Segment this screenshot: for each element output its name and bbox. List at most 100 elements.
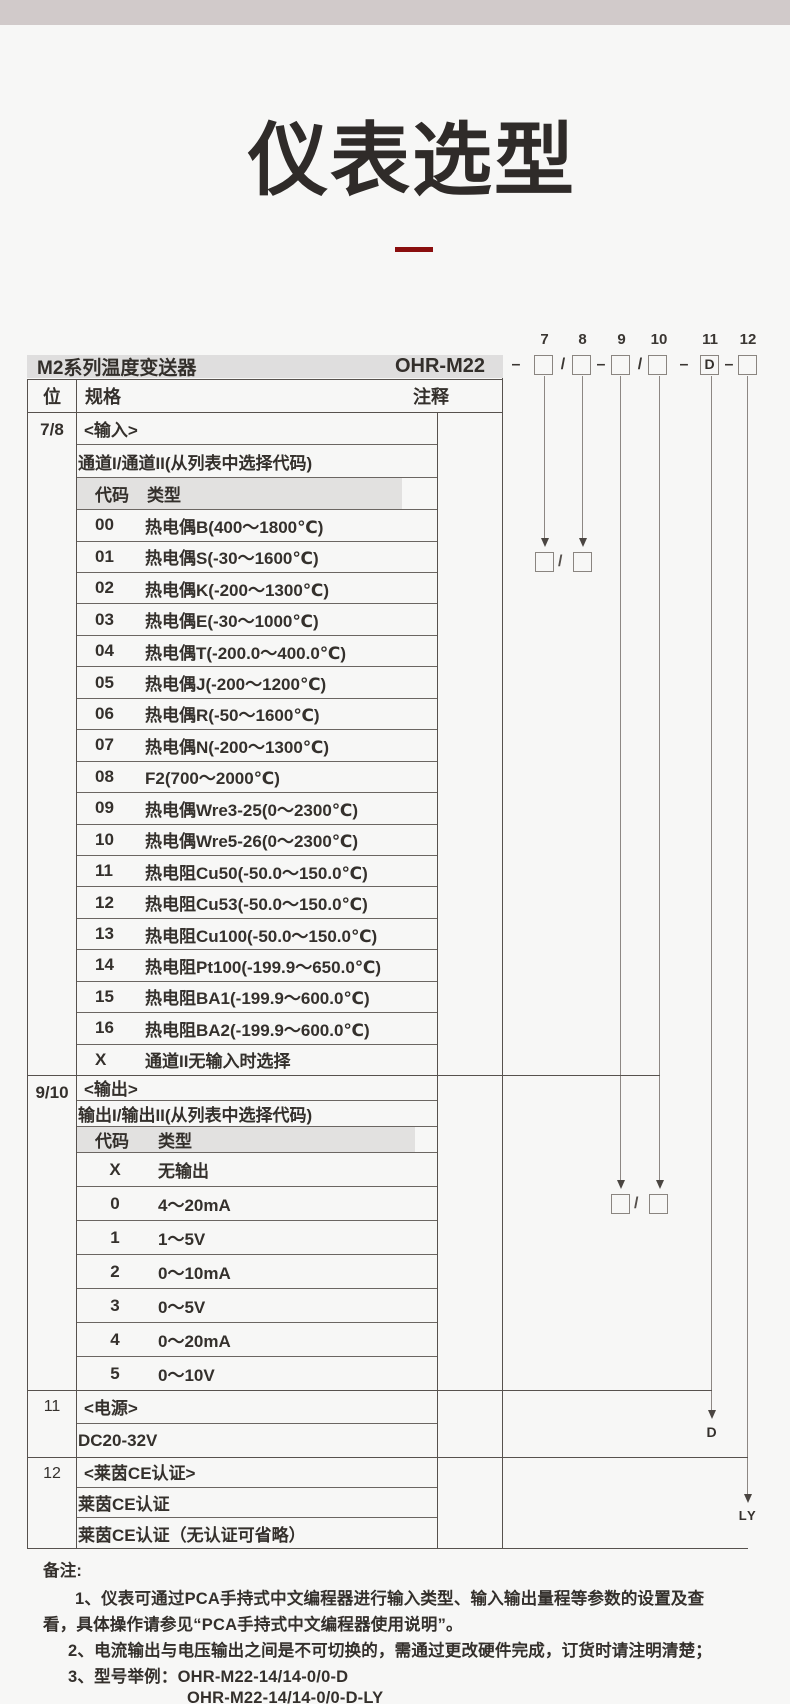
input-code-row: 15 热电阻BA1(-199.9～600.0℃) bbox=[77, 982, 437, 1014]
output-code-row: 3 0～5V bbox=[77, 1289, 437, 1323]
arrowhead-11-icon bbox=[708, 1410, 716, 1419]
input-code-value: 16 bbox=[95, 1018, 114, 1038]
section-title: <莱茵CE认证> bbox=[84, 1464, 196, 1484]
input-code-row: 10 热电偶Wre5-26(0～2300℃) bbox=[77, 825, 437, 856]
builder-separator-lead: – bbox=[511, 356, 521, 373]
input-code-row: 08 F2(700～2000℃) bbox=[77, 762, 437, 794]
output-code-type: 1～5V bbox=[158, 1230, 206, 1249]
code-header-row: 代码 类型 bbox=[77, 1127, 437, 1153]
input-channel1-box bbox=[535, 552, 554, 572]
note-line-1-wrap: 看，具体操作请参见“PCA手持式中文编程器使用说明”。 bbox=[43, 1616, 463, 1634]
code-header-code: 代码 bbox=[95, 1132, 129, 1151]
input-code-type: 热电阻Cu50(-50.0～150.0℃) bbox=[145, 863, 368, 883]
arrowhead-8-icon bbox=[579, 538, 587, 547]
input-code-value: 15 bbox=[95, 986, 114, 1006]
series-label: M2系列温度变送器 bbox=[37, 358, 197, 379]
section-subtitle-row: 通道I/通道II(从列表中选择代码) bbox=[77, 445, 437, 478]
input-code-type: 热电偶Wre5-26(0～2300℃) bbox=[145, 832, 359, 852]
power-spec: DC20-32V bbox=[78, 1430, 158, 1450]
builder-separator-10-11: – bbox=[679, 356, 689, 373]
column-header-note: 注释 bbox=[413, 387, 449, 407]
section-ce: <莱茵CE认证> 莱茵CE认证 莱茵CE认证（无认证可省略） bbox=[77, 1457, 437, 1548]
model-label: OHR-M22 bbox=[394, 355, 485, 377]
output-code-type: 0～10mA bbox=[158, 1264, 231, 1283]
input-code-row: 12 热电阻Cu53(-50.0～150.0℃) bbox=[77, 887, 437, 919]
input-code-type: 热电阻BA2(-199.9～600.0℃) bbox=[145, 1020, 370, 1040]
code-header-band: 代码 类型 bbox=[77, 477, 402, 510]
input-code-row: 02 热电偶K(-200～1300℃) bbox=[77, 573, 437, 605]
output-code-type: 0～10V bbox=[158, 1366, 215, 1385]
output-code-value: 1 bbox=[110, 1227, 120, 1247]
output-channel2-box bbox=[649, 1194, 668, 1214]
input-code-value: 10 bbox=[95, 829, 114, 849]
builder-box-9 bbox=[611, 355, 630, 375]
input-code-value: 05 bbox=[95, 672, 114, 692]
notes-heading: 备注: bbox=[43, 1562, 83, 1580]
input-code-row: X 通道II无输入时选择 bbox=[77, 1045, 437, 1075]
output-code-value: X bbox=[109, 1159, 121, 1179]
builder-separator-11-12: – bbox=[724, 356, 734, 373]
input-code-type: 热电偶Wre3-25(0～2300℃) bbox=[145, 800, 359, 820]
section-title: <电源> bbox=[84, 1399, 138, 1418]
position-number-12: 12 bbox=[739, 331, 757, 348]
input-code-type: 热电阻Cu53(-50.0～150.0℃) bbox=[145, 895, 368, 915]
position-number-11: 11 bbox=[702, 331, 718, 348]
input-code-row: 16 热电阻BA2(-199.9～600.0℃) bbox=[77, 1013, 437, 1045]
input-code-type: 热电偶R(-50～1600℃) bbox=[145, 706, 320, 726]
ce-callout-label: LY bbox=[738, 1508, 758, 1523]
top-bar bbox=[0, 0, 790, 25]
input-code-row: 14 热电阻Pt100(-199.9～650.0℃) bbox=[77, 950, 437, 982]
section-title-row: <电源> bbox=[77, 1390, 437, 1424]
column-header-spec: 规格 bbox=[85, 387, 121, 407]
spec-note-divider bbox=[437, 413, 438, 1548]
output-code-row: X 无输出 bbox=[77, 1153, 437, 1187]
arrowhead-9-icon bbox=[617, 1180, 625, 1189]
output-code-type: 0～20mA bbox=[158, 1332, 231, 1351]
note-line-2: 2、电流输出与电压输出之间是不可切换的，需通过更改硬件完成，订货时请注明清楚； bbox=[68, 1642, 712, 1660]
section-power: <电源> DC20-32V bbox=[77, 1390, 437, 1457]
input-code-type: 热电偶S(-30～1600℃) bbox=[145, 549, 319, 569]
input-code-value: 00 bbox=[95, 515, 114, 535]
power-spec-row: DC20-32V bbox=[77, 1424, 437, 1457]
dropline-8 bbox=[582, 376, 583, 538]
ce-option: 莱茵CE认证 bbox=[78, 1495, 170, 1514]
title-accent-dash bbox=[395, 247, 433, 252]
bit-column bbox=[27, 379, 77, 1548]
input-code-value: 07 bbox=[95, 735, 114, 755]
dropline-7 bbox=[544, 376, 545, 538]
section-divider-power-ce bbox=[27, 1457, 748, 1458]
input-code-row: 01 热电偶S(-30～1600℃) bbox=[77, 542, 437, 573]
code-header-band: 代码 类型 bbox=[77, 1127, 415, 1152]
power-callout-label: D bbox=[706, 1424, 717, 1440]
output-code-value: 2 bbox=[110, 1261, 120, 1281]
dropline-11 bbox=[711, 376, 712, 1410]
section-input: <输入> 通道I/通道II(从列表中选择代码) 代码 类型 00 热电偶B(40… bbox=[77, 413, 437, 1075]
page-title: 仪表选型 bbox=[248, 116, 576, 205]
position-number-10: 10 bbox=[650, 331, 668, 348]
bit-label-12: 12 bbox=[43, 1465, 61, 1482]
builder-box-8 bbox=[572, 355, 591, 375]
code-header-type: 类型 bbox=[147, 485, 181, 505]
builder-separator-8-9: – bbox=[596, 356, 606, 373]
ce-option-note: 莱茵CE认证（无认证可省略） bbox=[78, 1525, 306, 1545]
input-code-value: 04 bbox=[95, 641, 114, 661]
arrowhead-10-icon bbox=[656, 1180, 664, 1189]
section-title: <输出> bbox=[84, 1080, 138, 1099]
code-header-row: 代码 类型 bbox=[77, 477, 437, 511]
output-code-value: 3 bbox=[110, 1295, 120, 1315]
input-code-row: 11 热电阻Cu50(-50.0～150.0℃) bbox=[77, 856, 437, 888]
output-code-row: 1 1～5V bbox=[77, 1221, 437, 1255]
section-subtitle: 通道I/通道II(从列表中选择代码) bbox=[78, 453, 313, 473]
input-code-type: 热电偶N(-200～1300℃) bbox=[145, 737, 330, 757]
note-line-3: 3、型号举例：OHR-M22-14/14-0/0-D bbox=[68, 1668, 349, 1686]
arrowhead-7-icon bbox=[541, 538, 549, 547]
bit-label-7-8: 7/8 bbox=[40, 420, 64, 439]
column-header-bit: 位 bbox=[43, 387, 61, 407]
input-code-row: 13 热电阻Cu100(-50.0～150.0℃) bbox=[77, 919, 437, 951]
position-number-7: 7 bbox=[540, 331, 549, 348]
input-code-row: 06 热电偶R(-50～1600℃) bbox=[77, 699, 437, 731]
input-code-type: F2(700～2000℃) bbox=[145, 769, 280, 789]
input-code-value: 01 bbox=[95, 546, 114, 566]
bit-label-9-10: 9/10 bbox=[35, 1083, 69, 1102]
